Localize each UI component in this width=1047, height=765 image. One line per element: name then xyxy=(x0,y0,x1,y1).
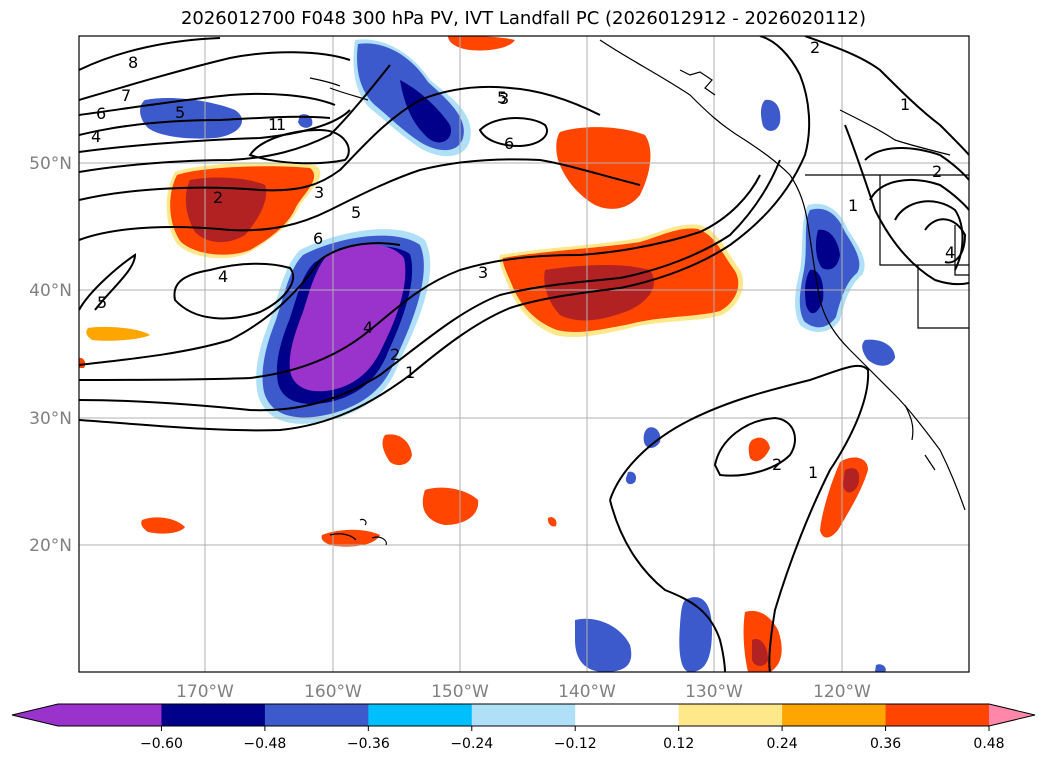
contour-label: 5 xyxy=(97,293,107,312)
contour-label: 5 xyxy=(497,88,507,107)
lat-label: 20°N xyxy=(29,536,72,556)
negative-shading xyxy=(140,39,895,672)
graticule xyxy=(79,36,969,672)
map-frame-bg xyxy=(79,36,969,672)
colorbar-ticks: −0.60 −0.48 −0.36 −0.24 −0.12 0.12 0.24 0.36 0.4… xyxy=(140,726,1005,752)
contour-label: 1 xyxy=(268,115,278,134)
colorbar-segment xyxy=(471,704,576,726)
colorbar-outline xyxy=(11,703,1036,727)
colorbar-tick-label: 0.48 xyxy=(973,736,1004,752)
lat-label: 50°N xyxy=(29,154,72,174)
colorbar-tick-label: −0.48 xyxy=(243,736,286,752)
contour-label: 2 xyxy=(213,188,223,207)
contour-label: 3 xyxy=(478,263,488,282)
colorbar-tick-label: 0.36 xyxy=(870,736,901,752)
contour-label: 6 xyxy=(313,229,323,248)
contour-label: 2 xyxy=(390,345,400,364)
contour-label: 8 xyxy=(128,53,138,72)
coastlines xyxy=(309,39,969,546)
colorbar-extend-max xyxy=(989,704,1035,726)
pv-contours xyxy=(79,36,969,672)
colorbar-tick-label: 0.24 xyxy=(767,736,798,752)
map-title: 2026012700 F048 300 hPa PV, IVT Landfall… xyxy=(180,8,867,29)
contour-label: 2 xyxy=(772,455,782,474)
contour-label: 4 xyxy=(91,127,101,146)
lon-label: 130°W xyxy=(685,682,743,702)
colorbar-segment xyxy=(575,704,680,726)
lon-label: 150°W xyxy=(431,682,489,702)
contour-label: 2 xyxy=(932,162,942,181)
colorbar xyxy=(11,703,1036,727)
contour-label: 4 xyxy=(218,267,228,286)
lon-label: 120°W xyxy=(813,682,871,702)
contour-label: 4 xyxy=(363,318,373,337)
contour-label: 1 xyxy=(276,115,286,134)
colorbar-segment xyxy=(782,704,887,726)
colorbar-segment xyxy=(58,704,162,726)
contour-label: 1 xyxy=(848,196,858,215)
contour-label-group: 8 7 6 4 5 1 2 3 5 6 6 3 4 5 4 2 1 3 2 1 … xyxy=(91,38,955,482)
contour-label: 5 xyxy=(175,103,185,122)
contour-label: 4 xyxy=(945,243,955,262)
lat-label: 30°N xyxy=(29,409,72,429)
colorbar-tick-label: −0.12 xyxy=(554,736,597,752)
lon-label: 160°W xyxy=(304,682,362,702)
contour-label: 1 xyxy=(405,363,415,382)
lon-label: 140°W xyxy=(558,682,616,702)
contour-label: 3 xyxy=(499,89,509,108)
colorbar-segment xyxy=(368,704,473,726)
contour-label: 1 xyxy=(808,463,818,482)
contour-label: 7 xyxy=(121,86,131,105)
map-frame xyxy=(78,35,970,673)
colorbar-tick-label: −0.24 xyxy=(450,736,493,752)
latitude-labels: 50°N 40°N 30°N 20°N xyxy=(29,154,72,556)
colorbar-extend-min xyxy=(12,704,58,726)
colorbar-tick-label: 0.12 xyxy=(663,736,694,752)
colorbar-segment xyxy=(885,704,990,726)
colorbar-segment xyxy=(264,704,369,726)
contour-label: 3 xyxy=(314,183,324,202)
longitude-labels: 170°W 160°W 150°W 140°W 130°W 120°W xyxy=(176,682,871,702)
colorbar-segment xyxy=(678,704,783,726)
contour-label: 6 xyxy=(504,134,514,153)
colorbar-tick-label: −0.60 xyxy=(140,736,183,752)
lat-label: 40°N xyxy=(29,281,72,301)
contour-label: 2 xyxy=(810,38,820,57)
colorbar-tick-label: −0.36 xyxy=(347,736,390,752)
map-content: 8 7 6 4 5 1 2 3 5 6 6 3 4 5 4 2 1 3 2 1 … xyxy=(79,36,969,672)
contour-label: 5 xyxy=(351,203,361,222)
contour-label: 1 xyxy=(900,95,910,114)
lon-label: 170°W xyxy=(176,682,234,702)
contour-label: 6 xyxy=(96,104,106,123)
colorbar-segment xyxy=(161,704,266,726)
